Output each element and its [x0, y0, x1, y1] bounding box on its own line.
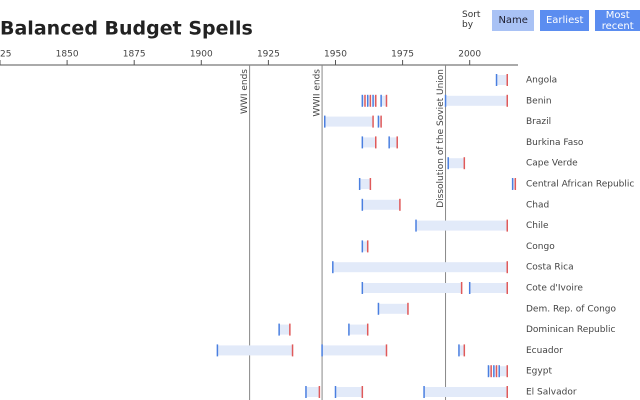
spell — [493, 366, 497, 377]
event-label: Dissolution of the Soviet Union — [436, 69, 446, 208]
sort-controls: Sort by Name Earliest Most recent — [462, 10, 640, 32]
spell — [362, 241, 368, 252]
x-tick-label: 1975 — [391, 50, 414, 60]
x-tick-label: 1850 — [56, 50, 79, 60]
spell — [424, 387, 508, 397]
chart-title: Balanced Budget Spells — [0, 18, 253, 40]
spell — [359, 179, 371, 189]
spell — [373, 95, 376, 106]
x-tick-label: 1925 — [257, 50, 280, 60]
spell — [378, 303, 408, 314]
spell — [469, 283, 508, 293]
row-label: Burkina Faso — [526, 138, 584, 148]
row-label: Chad — [526, 200, 549, 210]
spell — [389, 137, 398, 148]
row-label: Costa Rica — [526, 263, 574, 273]
sort-button[interactable]: Most recent — [595, 10, 640, 32]
spell — [362, 137, 376, 148]
row-label: Cote d'Ivoire — [526, 284, 583, 294]
x-tick-label: 1900 — [190, 50, 213, 60]
spell — [448, 158, 465, 169]
x-tick-label: 1825 — [0, 50, 11, 60]
row-label: Ecuador — [526, 346, 563, 356]
spell — [445, 95, 508, 106]
spell — [416, 220, 508, 231]
sort-button[interactable]: Name — [492, 10, 534, 31]
row-label: Brazil — [526, 117, 551, 127]
row-label: Dominican Republic — [526, 325, 615, 335]
spell — [378, 116, 382, 127]
sort-label: Sort by — [462, 10, 481, 30]
row-label: Congo — [526, 242, 555, 252]
spell — [362, 199, 400, 210]
sort-button[interactable]: Earliest — [539, 10, 590, 31]
row-label: Egypt — [526, 367, 552, 377]
row-label: Benin — [526, 96, 552, 106]
spell — [381, 95, 387, 106]
row-label: Cape Verde — [526, 159, 578, 169]
spell — [279, 324, 290, 335]
row-label: Dem. Rep. of Congo — [526, 304, 617, 314]
spell — [362, 283, 462, 293]
spell — [322, 345, 387, 356]
spell — [335, 387, 363, 397]
event-label: WWI ends — [240, 69, 250, 114]
row-label: El Salvador — [526, 388, 577, 398]
row-label: Angola — [526, 76, 557, 86]
spell — [367, 95, 371, 106]
spell — [305, 387, 320, 397]
row-label: Central African Republic — [526, 180, 634, 190]
x-tick-label: 1875 — [123, 50, 146, 60]
x-tick-label: 2000 — [458, 50, 481, 60]
row-label: Chile — [526, 221, 549, 231]
spell — [458, 345, 465, 356]
spell — [496, 75, 508, 85]
spell — [217, 345, 293, 356]
spell — [324, 116, 374, 127]
spell — [488, 366, 492, 377]
spell — [499, 366, 508, 377]
spell — [332, 262, 508, 273]
spell — [348, 324, 368, 335]
spell — [362, 95, 366, 106]
spell — [512, 179, 516, 189]
x-tick-label: 1950 — [324, 50, 347, 60]
event-label: WWII ends — [313, 69, 323, 117]
